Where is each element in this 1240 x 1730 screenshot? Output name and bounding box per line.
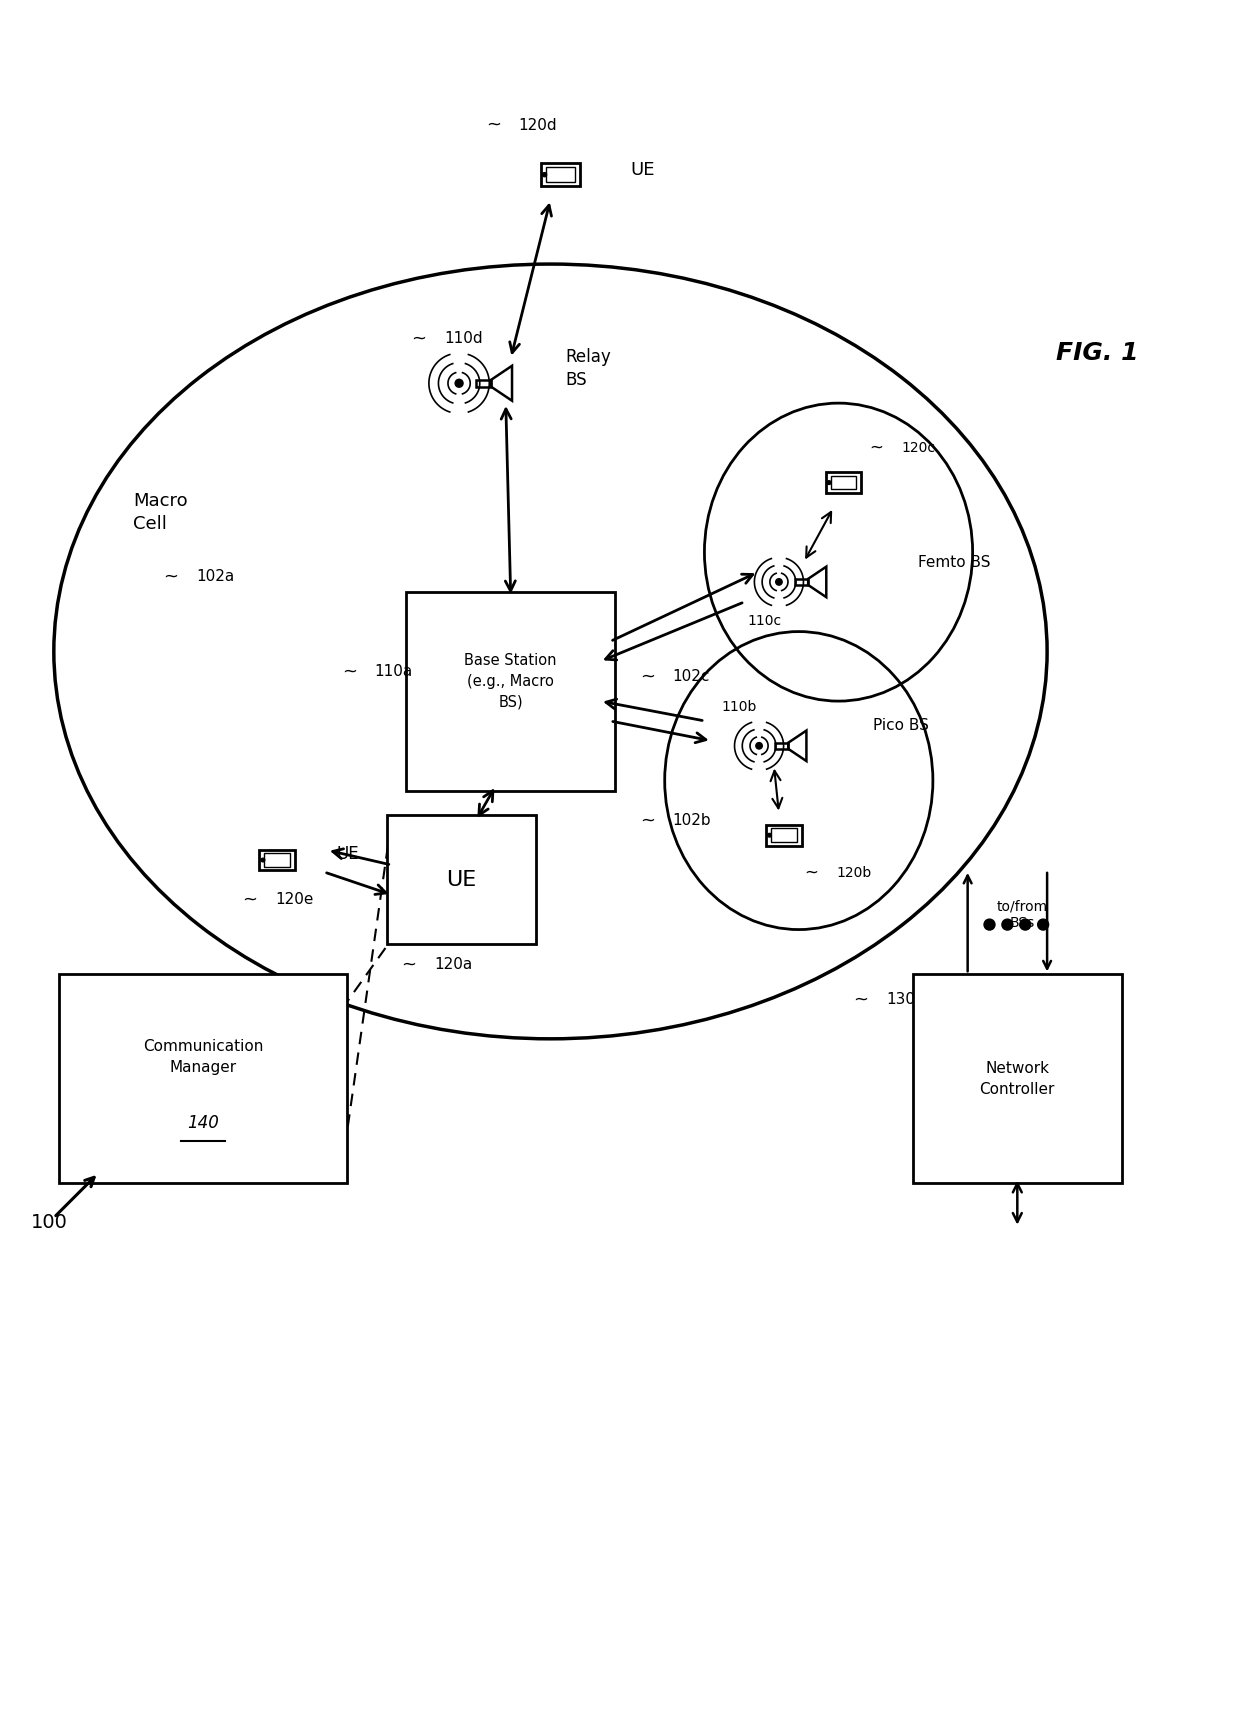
Text: Network
Controller: Network Controller [980,1060,1055,1097]
Circle shape [455,379,463,388]
Text: ~: ~ [342,663,357,680]
FancyBboxPatch shape [387,815,536,945]
Text: UE: UE [337,844,360,863]
Circle shape [756,742,763,749]
Text: 110c: 110c [746,614,781,628]
Text: ~: ~ [243,891,258,908]
Circle shape [768,834,771,837]
Text: UE: UE [446,870,476,889]
Text: ~: ~ [805,863,818,882]
Text: 102b: 102b [672,813,712,827]
Text: UE: UE [630,161,655,178]
Text: ~: ~ [869,439,883,457]
Text: ~: ~ [162,567,179,586]
Circle shape [260,858,265,862]
Circle shape [1002,919,1013,931]
Text: Pico BS: Pico BS [873,718,929,734]
Text: 100: 100 [31,1213,67,1232]
FancyBboxPatch shape [913,974,1122,1183]
Text: 120d: 120d [518,118,557,133]
Text: to/from
BSs: to/from BSs [997,900,1048,931]
Text: ~: ~ [402,955,417,974]
FancyBboxPatch shape [58,974,347,1183]
Text: Macro
Cell: Macro Cell [133,491,188,533]
Text: 140: 140 [187,1114,218,1131]
Text: Base Station
(e.g., Macro
BS): Base Station (e.g., Macro BS) [465,652,557,709]
Circle shape [1019,919,1030,931]
Text: 120e: 120e [275,893,314,907]
Text: 120a: 120a [434,957,472,972]
Text: ~: ~ [640,811,655,829]
Text: 110a: 110a [374,664,413,678]
Text: ~: ~ [486,116,501,133]
Text: Communication
Manager: Communication Manager [143,1038,263,1074]
Text: 120c: 120c [901,441,935,455]
Circle shape [985,919,994,931]
Text: Femto BS: Femto BS [918,555,991,569]
Text: 102a: 102a [196,569,234,585]
Text: ~: ~ [640,668,655,685]
Text: 120b: 120b [837,867,872,881]
Text: ~: ~ [412,329,427,348]
Circle shape [542,173,547,176]
Text: 110b: 110b [722,701,756,714]
FancyBboxPatch shape [407,592,615,791]
Circle shape [776,580,782,585]
Circle shape [1038,919,1049,931]
Text: 110d: 110d [444,330,482,346]
Circle shape [827,481,831,484]
Text: Relay
BS: Relay BS [565,348,611,389]
Text: FIG. 1: FIG. 1 [1055,341,1138,365]
Text: 102c: 102c [672,670,711,683]
Text: ~: ~ [853,990,868,1009]
Text: 130: 130 [887,991,915,1007]
